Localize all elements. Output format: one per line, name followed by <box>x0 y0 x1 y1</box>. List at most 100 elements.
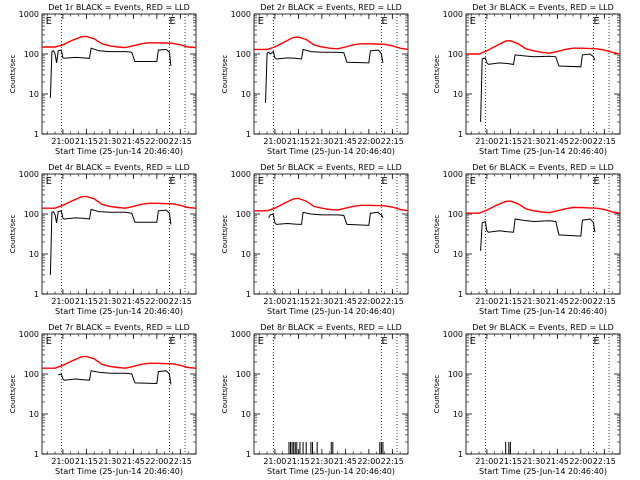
event-marker-label: E <box>470 16 476 27</box>
x-axis-label: Start Time (25-Jun-14 20:46:40) <box>267 467 395 476</box>
y-tick-label: 1000 <box>231 170 251 179</box>
chart-title: Det 2r BLACK = Events, RED = LLD <box>260 3 402 12</box>
x-tick-label: 21:45 <box>546 137 569 146</box>
lld-series-line <box>254 197 409 212</box>
x-tick-label: 21:15 <box>499 457 522 466</box>
chart-panel: Det 4r BLACK = Events, RED = LLD 1 10 100 10… <box>9 163 197 316</box>
x-tick-label: 21:15 <box>499 297 522 306</box>
events-series-line <box>480 53 596 123</box>
event-marker-label: E <box>258 336 264 347</box>
y-axis-label: Counts/sec <box>9 375 17 414</box>
lld-series-line <box>466 200 621 214</box>
event-marker-label: E <box>46 176 52 187</box>
y-tick-label: 1000 <box>443 10 463 19</box>
chart-title: Det 9r BLACK = Events, RED = LLD <box>472 323 614 332</box>
chart-panel: Det 6r BLACK = Events, RED = LLD 1 10 100 10… <box>433 163 621 316</box>
y-tick-label: 1000 <box>443 330 463 339</box>
y-tick-label: 10 <box>29 410 39 419</box>
x-tick-label: 22:00 <box>569 137 592 146</box>
y-tick-label: 1000 <box>231 330 251 339</box>
y-tick-label: 1 <box>458 290 463 299</box>
x-axis-label: Start Time (25-Jun-14 20:46:40) <box>55 467 183 476</box>
x-tick-label: 21:30 <box>310 297 333 306</box>
x-tick-label: 21:30 <box>522 297 545 306</box>
chart-panel: Det 5r BLACK = Events, RED = LLD 1 10 100 10… <box>221 163 409 316</box>
plot-frame <box>253 173 409 295</box>
x-axis-label: Start Time (25-Jun-14 20:46:40) <box>55 307 183 316</box>
plot-frame <box>465 173 621 295</box>
y-tick-label: 10 <box>453 250 463 259</box>
x-axis-label: Start Time (25-Jun-14 20:46:40) <box>55 147 183 156</box>
y-tick-label: 10 <box>29 90 39 99</box>
chart-title: Det 8r BLACK = Events, RED = LLD <box>260 323 402 332</box>
y-axis-label: Counts/sec <box>433 55 441 94</box>
x-tick-label: 21:15 <box>75 457 98 466</box>
x-tick-label: 21:15 <box>287 137 310 146</box>
chart-panel: Det 3r BLACK = Events, RED = LLD 1 10 100 10… <box>433 3 621 156</box>
plot-frame <box>253 13 409 135</box>
y-tick-label: 10 <box>29 250 39 259</box>
x-tick-label: 22:15 <box>593 457 616 466</box>
x-tick-label: 21:45 <box>334 297 357 306</box>
y-tick-label: 100 <box>448 370 463 379</box>
x-tick-label: 21:15 <box>75 137 98 146</box>
event-marker-label: E <box>593 176 599 187</box>
events-series-line <box>58 370 172 385</box>
event-marker-label: E <box>381 176 387 187</box>
x-tick-label: 21:15 <box>287 457 310 466</box>
y-axis-label: Counts/sec <box>221 215 229 254</box>
x-tick-label: 22:15 <box>169 297 192 306</box>
x-tick-label: 22:00 <box>357 297 380 306</box>
x-tick-label: 22:00 <box>569 457 592 466</box>
x-tick-label: 21:30 <box>310 457 333 466</box>
y-tick-label: 100 <box>236 370 251 379</box>
x-tick-label: 22:15 <box>593 137 616 146</box>
events-series-line <box>49 47 172 98</box>
y-tick-label: 100 <box>24 210 39 219</box>
x-axis-label: Start Time (25-Jun-14 20:46:40) <box>479 307 607 316</box>
x-tick-label: 21:30 <box>98 297 121 306</box>
event-marker-label: E <box>593 16 599 27</box>
lld-series-line <box>42 195 197 209</box>
y-tick-label: 1000 <box>19 10 39 19</box>
x-tick-label: 21:45 <box>122 297 145 306</box>
event-marker-label: E <box>470 176 476 187</box>
x-tick-label: 22:00 <box>145 137 168 146</box>
y-axis-label: Counts/sec <box>9 215 17 254</box>
event-marker-label: E <box>169 16 175 27</box>
chart-title: Det 4r BLACK = Events, RED = LLD <box>48 163 190 172</box>
plot-frame <box>41 13 197 135</box>
chart-title: Det 1r BLACK = Events, RED = LLD <box>48 3 190 12</box>
x-axis-label: Start Time (25-Jun-14 20:46:40) <box>479 467 607 476</box>
lld-series-line <box>466 39 621 55</box>
x-tick-label: 21:00 <box>475 137 498 146</box>
plot-frame <box>465 13 621 135</box>
x-tick-label: 21:45 <box>334 137 357 146</box>
y-tick-label: 10 <box>241 90 251 99</box>
y-tick-label: 100 <box>236 210 251 219</box>
plot-frame <box>41 173 197 295</box>
y-tick-label: 10 <box>453 90 463 99</box>
y-tick-label: 1000 <box>231 10 251 19</box>
x-axis-label: Start Time (25-Jun-14 20:46:40) <box>479 147 607 156</box>
chart-title: Det 3r BLACK = Events, RED = LLD <box>472 3 614 12</box>
y-tick-label: 1 <box>458 450 463 459</box>
x-tick-label: 21:30 <box>310 137 333 146</box>
y-axis-label: Counts/sec <box>433 215 441 254</box>
x-tick-label: 21:30 <box>522 457 545 466</box>
y-tick-label: 1 <box>34 130 39 139</box>
event-marker-label: E <box>169 336 175 347</box>
chart-title: Det 7r BLACK = Events, RED = LLD <box>48 323 190 332</box>
x-tick-label: 22:00 <box>145 297 168 306</box>
plot-frame <box>253 333 409 455</box>
x-axis-label: Start Time (25-Jun-14 20:46:40) <box>267 307 395 316</box>
x-tick-label: 21:00 <box>263 137 286 146</box>
x-tick-label: 21:30 <box>98 457 121 466</box>
event-marker-label: E <box>381 336 387 347</box>
event-marker-label: E <box>258 16 264 27</box>
x-tick-label: 21:15 <box>499 137 522 146</box>
x-tick-label: 21:30 <box>522 137 545 146</box>
x-tick-label: 21:45 <box>546 297 569 306</box>
x-tick-label: 22:00 <box>357 457 380 466</box>
